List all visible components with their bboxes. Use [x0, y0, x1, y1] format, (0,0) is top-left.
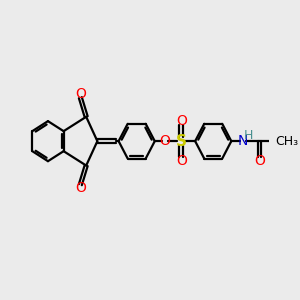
- Text: N: N: [238, 134, 248, 148]
- Text: S: S: [176, 134, 187, 149]
- Text: O: O: [176, 114, 187, 128]
- Text: O: O: [159, 134, 170, 148]
- Text: H: H: [244, 129, 254, 142]
- Text: O: O: [75, 87, 86, 101]
- Text: O: O: [75, 182, 86, 196]
- Text: O: O: [254, 154, 265, 168]
- Text: O: O: [176, 154, 187, 168]
- Text: CH₃: CH₃: [275, 135, 298, 148]
